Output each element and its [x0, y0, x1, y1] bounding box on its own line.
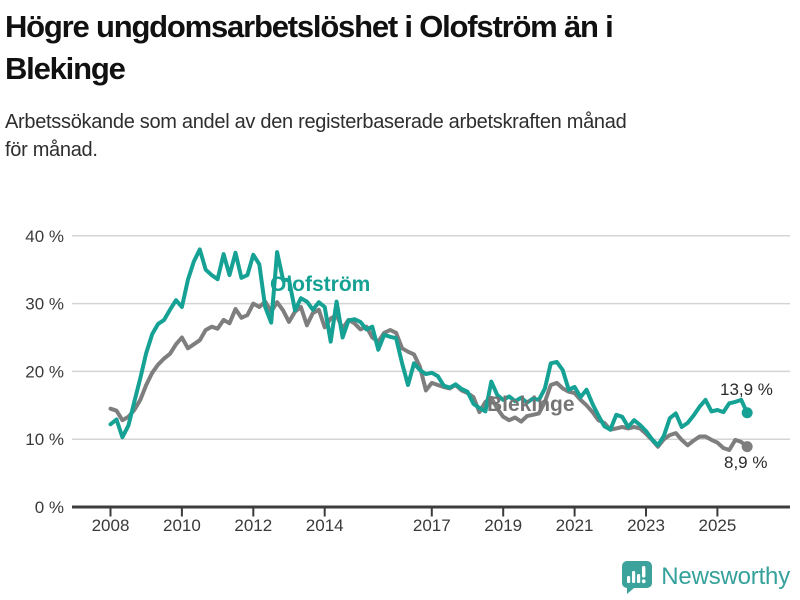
newsworthy-logo-icon: [622, 561, 653, 594]
blekinge-end-dot: [741, 441, 753, 453]
y-tick-label: 10 %: [25, 430, 64, 449]
x-tick-label: 2008: [92, 516, 130, 535]
x-tick-label: 2012: [234, 516, 272, 535]
x-tick-label: 2017: [413, 516, 451, 535]
olofstrom-line: [108, 247, 750, 448]
brand-footer: Newsworthy: [620, 560, 790, 594]
chart-header: Högre ungdomsarbetslöshet i Olofström än…: [5, 6, 793, 164]
end-value-label-blekinge: 8,9 %: [724, 453, 768, 472]
x-tick-label: 2019: [484, 516, 522, 535]
blekinge-line: [108, 299, 750, 452]
x-tick-label: 2014: [306, 516, 344, 535]
y-tick-label: 20 %: [25, 362, 64, 381]
subtitle-line-2: för månad.: [5, 139, 98, 161]
series-label-blekinge: Blekinge: [487, 393, 575, 416]
title-line-1: Högre ungdomsarbetslöshet i Olofström än…: [5, 9, 614, 44]
chart-title: Högre ungdomsarbetslöshet i Olofström än…: [5, 6, 793, 90]
y-tick-label: 40 %: [25, 227, 64, 246]
series-label-olofstrom: Olofström: [270, 273, 371, 296]
brand-name: Newsworthy: [661, 563, 790, 590]
y-tick-label: 0 %: [35, 498, 64, 517]
y-tick-label: 30 %: [25, 295, 64, 314]
x-tick-label: 2023: [627, 516, 665, 535]
olofstrom-end-dot: [741, 407, 753, 419]
title-line-2: Blekinge: [5, 51, 126, 86]
end-value-label-olofstrom: 13,9 %: [720, 380, 773, 399]
x-tick-label: 2025: [698, 516, 736, 535]
chart-subtitle: Arbetssökande som andel av den registerb…: [5, 108, 793, 164]
x-tick-label: 2010: [163, 516, 201, 535]
subtitle-line-1: Arbetssökande som andel av den registerb…: [5, 111, 627, 133]
x-tick-label: 2021: [556, 516, 594, 535]
